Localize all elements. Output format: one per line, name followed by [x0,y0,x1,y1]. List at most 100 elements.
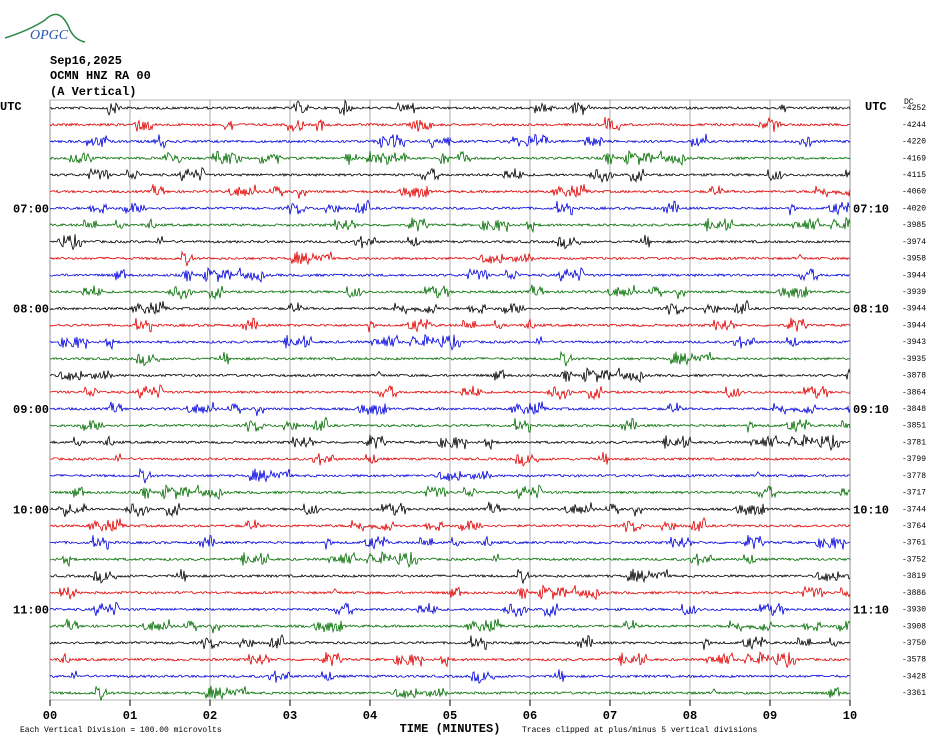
right-time: 09:10 [853,403,889,417]
dc-offset: -3935 [902,355,926,364]
trace [49,99,851,117]
dc-offset: -3886 [902,589,926,598]
trace [49,166,851,184]
trace [49,401,851,417]
trace [49,184,851,199]
x-tick-label: 05 [443,709,457,723]
right-zone: UTC [865,100,887,114]
dc-offset: -3944 [902,271,926,280]
x-tick-label: 09 [763,709,777,723]
trace [49,149,851,167]
trace [49,384,851,401]
dc-offset: -3799 [902,455,926,464]
x-tick-label: 03 [283,709,297,723]
dc-offset: -3878 [902,372,926,381]
dc-offset: -3764 [902,522,926,531]
x-tick-label: 01 [123,709,137,723]
trace [49,199,851,216]
x-tick-label: 06 [523,709,537,723]
dc-offset: -3908 [902,622,926,631]
trace [50,452,851,467]
trace [49,584,851,601]
dc-offset: -4252 [902,104,926,113]
dc-offset: -4169 [902,154,926,163]
right-time: 10:10 [853,503,889,517]
trace [49,133,851,149]
dc-offset: -3958 [902,255,926,264]
dc-offset: -4020 [902,204,926,213]
dc-offset: -3985 [902,221,926,230]
trace [49,501,851,518]
left-zone: UTC [0,100,22,114]
scale-note: Each Vertical Division = 100.00 microvol… [20,726,222,735]
dc-offset: -3717 [902,489,926,498]
trace [49,333,851,351]
trace [49,551,851,569]
x-tick-label: 10 [843,709,857,723]
x-tick-label: 02 [203,709,217,723]
dc-offset: -3761 [902,539,926,548]
dc-offset: -3930 [902,606,926,615]
trace [49,116,851,133]
trace [49,416,851,433]
clip-note: Traces clipped at plus/minus 5 vertical … [522,726,757,735]
dc-offset: -3851 [902,422,926,431]
dc-offset: -3750 [902,639,926,648]
logo: OPGC [30,28,69,43]
trace [49,618,851,634]
dc-offset: -3428 [902,672,926,681]
left-time: 11:00 [13,604,49,618]
left-time: 09:00 [13,403,49,417]
trace [50,517,851,533]
x-axis-label: TIME (MINUTES) [400,722,501,736]
trace [49,266,851,284]
dc-offset: -4060 [902,188,926,197]
dc-header: DC [904,98,914,107]
dc-offset: -3578 [902,656,926,665]
trace [49,601,851,618]
right-time: 11:10 [853,604,889,618]
left-time: 08:00 [13,303,49,317]
dc-offset: -3361 [902,689,926,698]
station: OCMN HNZ RA 00 [50,69,151,83]
dc-offset: -4244 [902,121,926,130]
trace [49,534,851,550]
dc-offset: -3848 [902,405,926,414]
dc-offset: -3939 [902,288,926,297]
left-time: 10:00 [13,503,49,517]
trace [49,367,851,384]
dc-offset: -3744 [902,505,926,514]
right-time: 07:10 [853,202,889,216]
trace [49,467,851,484]
x-tick-label: 04 [363,709,377,723]
trace [49,685,851,701]
dc-offset: -4115 [902,171,926,180]
trace [49,216,851,234]
dc-offset: -3819 [902,572,926,581]
trace [49,350,851,367]
x-tick-label: 08 [683,709,697,723]
trace [49,434,851,452]
dc-offset: -3944 [902,305,926,314]
trace [49,669,851,684]
dc-offset: -3943 [902,338,926,347]
x-tick-label: 07 [603,709,617,723]
dc-offset: -3778 [902,472,926,481]
date: Sep16,2025 [50,54,122,68]
trace [49,634,851,651]
dc-offset: -3864 [902,388,926,397]
dc-offset: -3752 [902,555,926,564]
trace [49,484,851,501]
trace [49,317,851,333]
dc-offset: -3974 [902,238,926,247]
trace [49,651,851,669]
trace [49,299,851,315]
x-tick-label: 00 [43,709,57,723]
right-time: 08:10 [853,303,889,317]
dc-offset: -3944 [902,321,926,330]
trace [49,250,851,267]
logo-curve [4,13,86,43]
dc-offset: -3781 [902,438,926,447]
